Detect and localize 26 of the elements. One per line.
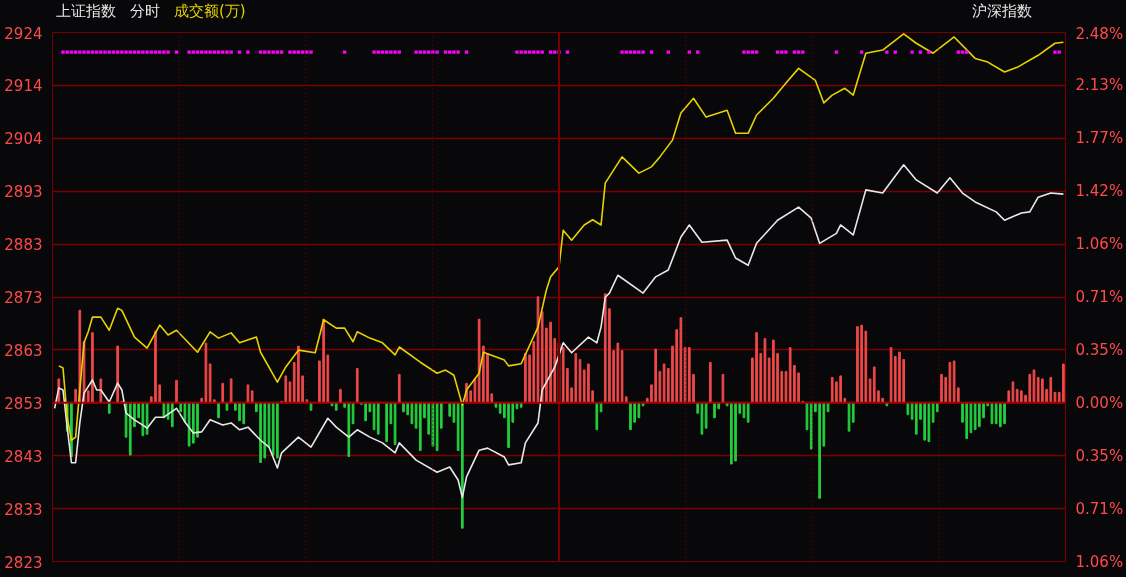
y-tick-label: 2904	[4, 130, 43, 149]
y-tick-label: 2883	[4, 236, 43, 255]
y2-tick-label: 0.71%	[1075, 288, 1124, 306]
chart-title: 上证指数	[56, 2, 116, 21]
y2-tick-label: 0.35%	[1075, 340, 1124, 359]
y2-tick-label: 2.13%	[1075, 76, 1124, 95]
y-tick-label: 2843	[4, 447, 43, 466]
y2-tick-label: 0.00%	[1075, 393, 1124, 412]
chart-subtitle: 分时	[130, 2, 160, 21]
y2-tick-label: 0.71%	[1075, 499, 1124, 518]
y2-tick-label: 0.35%	[1075, 446, 1124, 465]
y-tick-label: 2893	[4, 183, 43, 202]
y2-tick-label: 1.06%	[1075, 235, 1124, 254]
y-tick-label: 2914	[4, 77, 43, 96]
y-tick-label: 2823	[4, 553, 43, 572]
y-tick-label: 2833	[4, 500, 43, 519]
y-tick-label: 2863	[4, 341, 43, 360]
y2-tick-label: 1.06%	[1075, 552, 1124, 571]
y-tick-label: 2873	[4, 289, 43, 307]
text: 成交额(万)	[174, 2, 246, 21]
text: 沪深指数	[972, 2, 1032, 21]
y2-tick-label: 1.77%	[1075, 129, 1124, 148]
y-tick-label: 2924	[4, 24, 43, 43]
y2-tick-label: 1.42%	[1075, 182, 1124, 201]
y2-tick-label: 2.48%	[1075, 24, 1124, 43]
y-tick-label: 2853	[4, 394, 43, 413]
